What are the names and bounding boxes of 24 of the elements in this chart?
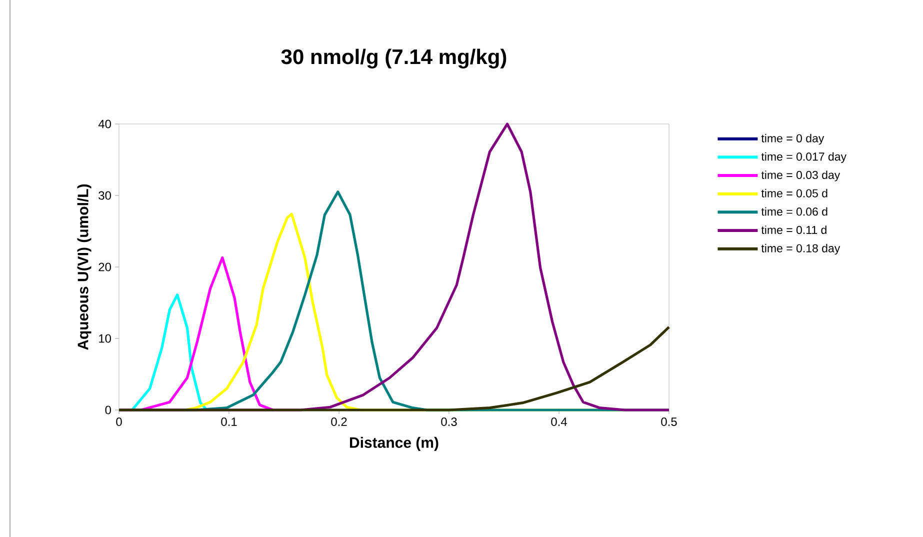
legend-label: time = 0.05 d [761, 188, 828, 198]
legend-label: time = 0.03 day [761, 170, 840, 182]
x-axis-title: Distance (m) [350, 436, 438, 451]
x-tick-label: 0.5 [661, 418, 677, 426]
line-series [118, 326, 670, 412]
x-tick-label: 0 [116, 418, 122, 426]
x-tick-label: 0.1 [221, 418, 237, 426]
y-tick-label: 30 [98, 191, 112, 200]
y-tick-label: 20 [98, 262, 112, 272]
y-tick-label: 0 [105, 406, 112, 414]
legend-label: time = 0.18 day [761, 244, 840, 255]
legend-label: time = 0.11 d [761, 226, 826, 234]
y-axis-title: Aqueous U(VI) (umol/L) [77, 184, 92, 350]
chart-title: 30 nmol/g (7.14 mg/kg) [281, 48, 506, 68]
line-series [140, 256, 274, 412]
x-tick-label: 0.3 [441, 418, 457, 426]
x-tick-label: 0.4 [551, 418, 567, 426]
x-tick-label: 0.2 [331, 418, 347, 426]
line-series [130, 294, 208, 412]
legend-label: time = 0.017 day [761, 152, 846, 163]
y-tick-label: 10 [99, 334, 112, 343]
legend-label: time = 0 day [761, 134, 824, 145]
legend-label: time = 0.06 d [761, 207, 828, 216]
y-tick-label: 40 [98, 120, 112, 128]
